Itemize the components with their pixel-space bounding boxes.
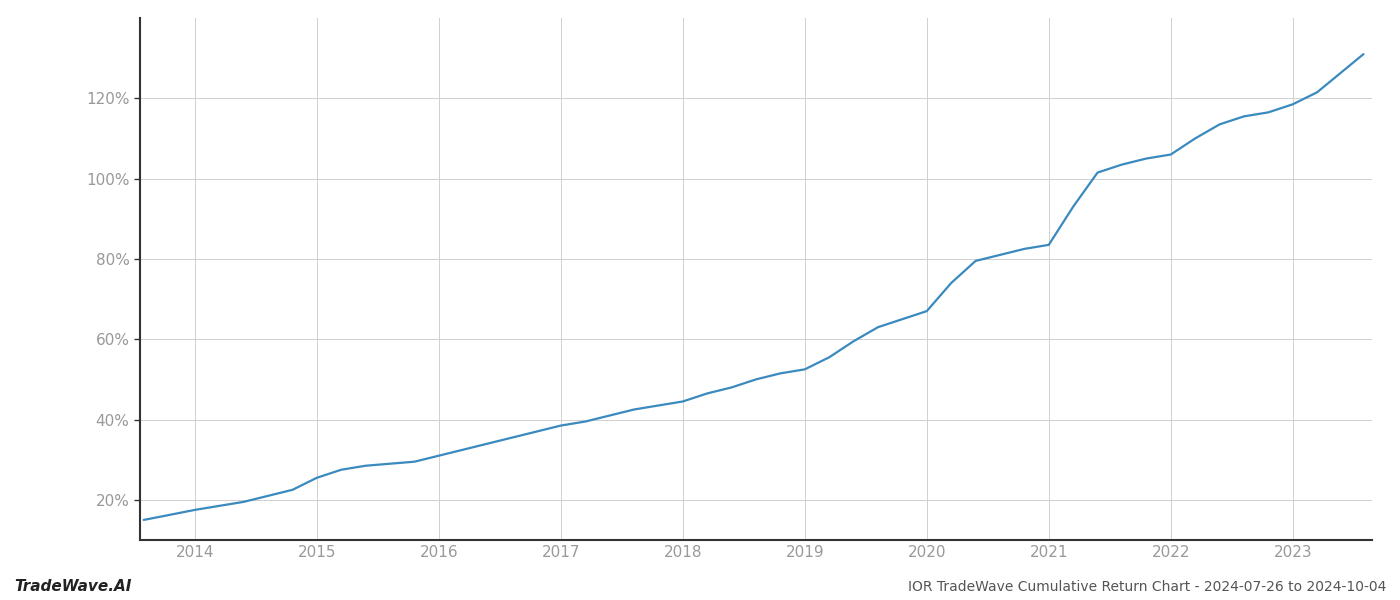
Text: IOR TradeWave Cumulative Return Chart - 2024-07-26 to 2024-10-04: IOR TradeWave Cumulative Return Chart - … bbox=[907, 580, 1386, 594]
Text: TradeWave.AI: TradeWave.AI bbox=[14, 579, 132, 594]
